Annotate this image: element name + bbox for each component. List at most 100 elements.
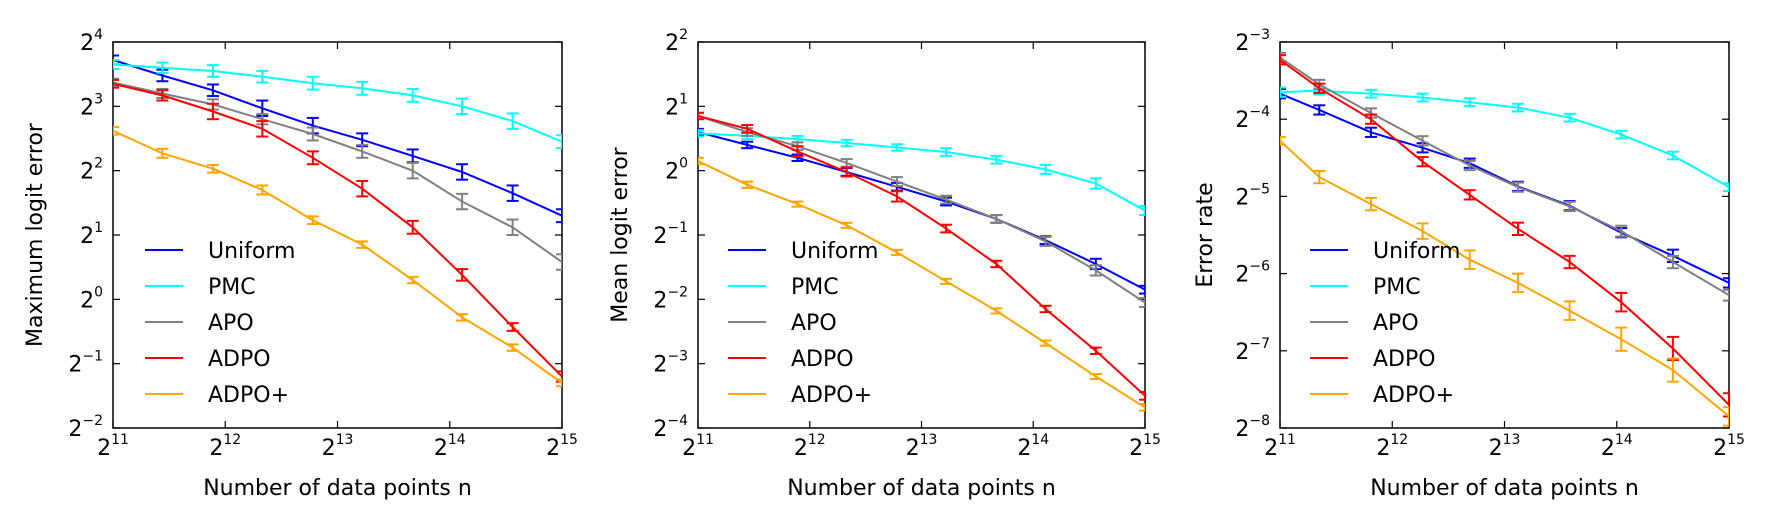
error-bar bbox=[406, 148, 419, 164]
error-bar bbox=[1039, 304, 1052, 314]
y-tick-label-base: 2 bbox=[665, 31, 679, 56]
x-tick-label-base: 2 bbox=[906, 436, 920, 461]
y-tick-label-exponent: −5 bbox=[1249, 181, 1270, 197]
y-tick-label: 2−6 bbox=[1235, 259, 1270, 288]
y-tick-label-exponent: −2 bbox=[667, 284, 688, 300]
plot-frame bbox=[112, 41, 563, 429]
error-bar bbox=[1615, 326, 1628, 352]
y-axis-label: Mean logit error bbox=[608, 146, 633, 322]
error-bar bbox=[113, 77, 119, 88]
x-tick-label-exponent: 12 bbox=[223, 432, 241, 448]
error-bar bbox=[940, 223, 953, 234]
error-bar bbox=[1089, 346, 1102, 356]
error-bar bbox=[1463, 249, 1476, 270]
series-apo bbox=[698, 111, 1145, 309]
x-tick-label-base: 2 bbox=[1601, 436, 1615, 461]
error-bar bbox=[1139, 284, 1145, 295]
error-bar bbox=[306, 75, 319, 91]
y-tick-label-exponent: 4 bbox=[94, 27, 103, 43]
x-tick-label: 212 bbox=[794, 432, 826, 461]
legend-label: Uniform bbox=[791, 239, 878, 264]
y-tick-label: 20 bbox=[665, 156, 688, 185]
y-tick-label: 2−5 bbox=[1235, 181, 1270, 210]
series-line bbox=[698, 131, 1145, 291]
legend-label: ADPO bbox=[1373, 347, 1436, 372]
error-bar bbox=[1313, 82, 1326, 94]
error-bar bbox=[1364, 196, 1377, 212]
y-tick-label-base: 2 bbox=[1235, 185, 1249, 210]
x-tick-label-base: 2 bbox=[434, 436, 448, 461]
series-line bbox=[698, 160, 1145, 409]
y-tick-label-base: 2 bbox=[80, 160, 94, 185]
y-tick-label-base: 2 bbox=[653, 224, 667, 249]
y-tick-label-exponent: −4 bbox=[667, 413, 688, 429]
y-tick-label-base: 2 bbox=[665, 95, 679, 120]
y-tick-label-exponent: −6 bbox=[1249, 259, 1270, 275]
error-bar bbox=[1563, 300, 1576, 321]
error-bar bbox=[456, 97, 469, 116]
legend-label: Uniform bbox=[208, 239, 295, 264]
series-pmc bbox=[1280, 85, 1729, 192]
y-tick-label-exponent: 3 bbox=[94, 91, 103, 107]
error-bar bbox=[1723, 288, 1729, 302]
error-bar bbox=[890, 248, 903, 256]
y-tick-label: 2−2 bbox=[68, 413, 103, 442]
y-tick-label-exponent: −7 bbox=[1249, 336, 1270, 352]
error-bar bbox=[1463, 189, 1476, 201]
x-tick-label-base: 2 bbox=[97, 436, 111, 461]
y-tick-label-base: 2 bbox=[68, 417, 82, 442]
x-tick-label: 212 bbox=[209, 432, 241, 461]
x-tick-label-base: 2 bbox=[1129, 436, 1143, 461]
y-tick-label-base: 2 bbox=[80, 31, 94, 56]
legend-label: APO bbox=[208, 311, 254, 336]
error-bar bbox=[698, 129, 704, 138]
error-bar bbox=[1089, 264, 1102, 277]
x-tick-label: 214 bbox=[434, 432, 466, 461]
error-bar bbox=[1416, 92, 1429, 103]
error-bar bbox=[306, 126, 319, 142]
error-bar bbox=[1615, 129, 1628, 140]
error-bar bbox=[990, 154, 1003, 165]
series-adpo bbox=[1280, 54, 1729, 418]
y-tick-label-base: 2 bbox=[1235, 108, 1249, 133]
error-bar bbox=[506, 112, 519, 130]
legend-label: ADPO+ bbox=[791, 383, 872, 408]
plot-frame bbox=[697, 41, 1146, 429]
error-bar bbox=[556, 208, 562, 224]
error-bar bbox=[1364, 113, 1377, 125]
y-tick-label-base: 2 bbox=[80, 95, 94, 120]
error-bar bbox=[556, 378, 562, 388]
error-bar bbox=[1723, 392, 1729, 418]
x-tick-label: 212 bbox=[1376, 432, 1408, 461]
y-tick-label: 2−7 bbox=[1235, 336, 1270, 365]
error-bar bbox=[206, 163, 219, 174]
error-bar bbox=[1511, 221, 1524, 236]
error-bar bbox=[1666, 335, 1679, 362]
x-tick-label-base: 2 bbox=[322, 436, 336, 461]
error-bar bbox=[356, 179, 369, 198]
y-tick-label-exponent: 0 bbox=[679, 156, 688, 172]
x-tick-label: 213 bbox=[906, 432, 938, 461]
series-line bbox=[1280, 58, 1729, 406]
error-bar bbox=[1039, 339, 1052, 347]
x-tick-label-base: 2 bbox=[1713, 436, 1727, 461]
error-bar bbox=[741, 140, 754, 150]
error-bar bbox=[1139, 297, 1145, 309]
y-tick-label-base: 2 bbox=[653, 353, 667, 378]
error-bar bbox=[306, 215, 319, 226]
x-tick-label-exponent: 12 bbox=[1390, 432, 1408, 448]
error-bar bbox=[456, 192, 469, 211]
x-axis-label: Number of data points n bbox=[1370, 476, 1639, 501]
x-tick-label: 215 bbox=[1129, 432, 1161, 461]
error-bar bbox=[1511, 272, 1524, 294]
error-bar bbox=[1511, 181, 1524, 193]
y-tick-label: 21 bbox=[80, 220, 103, 249]
y-tick-label: 2−8 bbox=[1235, 413, 1270, 442]
legend: Uniform PMC APO ADPO ADPO+ bbox=[1310, 239, 1460, 408]
error-bar bbox=[1280, 88, 1286, 100]
y-tick-label: 22 bbox=[665, 27, 688, 56]
series-line bbox=[113, 129, 562, 384]
error-bar bbox=[1563, 254, 1576, 270]
